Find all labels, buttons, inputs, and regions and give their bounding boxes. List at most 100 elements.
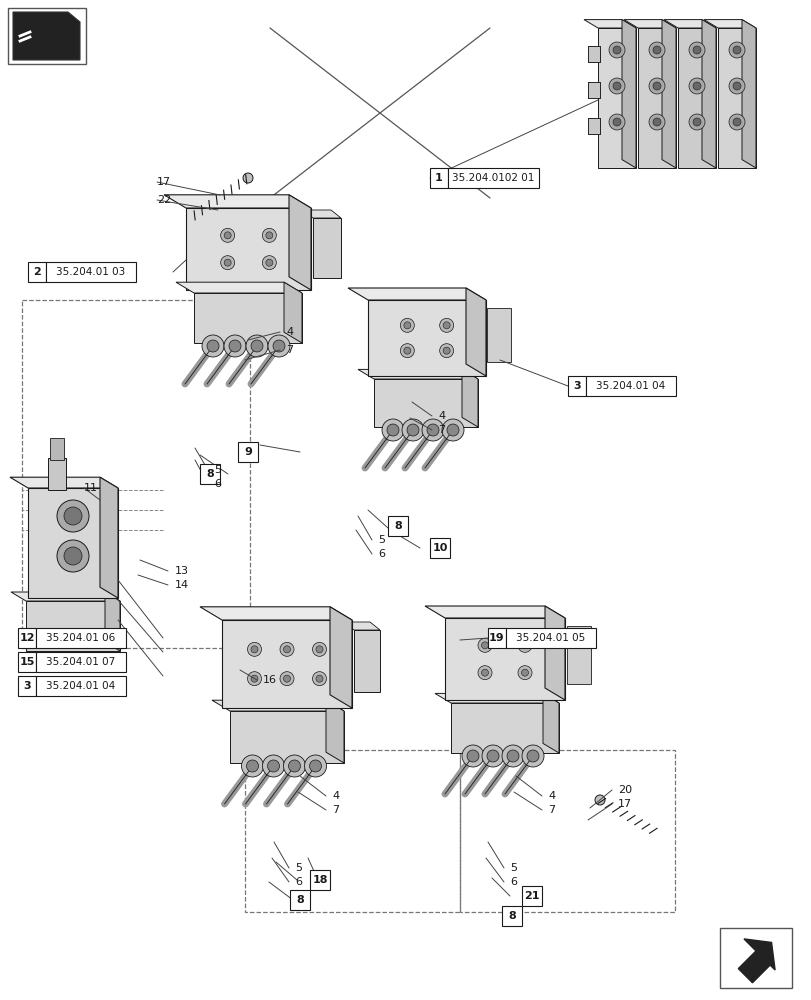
Circle shape xyxy=(387,424,398,436)
Polygon shape xyxy=(435,693,558,703)
Circle shape xyxy=(521,669,528,676)
Text: 8: 8 xyxy=(393,521,401,531)
Bar xyxy=(587,118,599,134)
Text: 16: 16 xyxy=(263,675,277,685)
Circle shape xyxy=(221,228,234,242)
Circle shape xyxy=(478,666,491,680)
Circle shape xyxy=(280,642,294,656)
Text: 17: 17 xyxy=(617,799,631,809)
Circle shape xyxy=(283,755,305,777)
Bar xyxy=(460,750,674,912)
Circle shape xyxy=(652,118,660,126)
Polygon shape xyxy=(348,288,486,300)
Polygon shape xyxy=(230,711,344,763)
Circle shape xyxy=(461,745,483,767)
Text: 20: 20 xyxy=(617,785,631,795)
Circle shape xyxy=(202,335,224,357)
Text: 5: 5 xyxy=(294,863,302,873)
Text: 7: 7 xyxy=(332,805,339,815)
Text: 2: 2 xyxy=(33,267,41,277)
Circle shape xyxy=(64,547,82,565)
Bar xyxy=(28,262,46,282)
Polygon shape xyxy=(737,939,775,983)
Circle shape xyxy=(608,42,624,58)
Circle shape xyxy=(443,347,449,354)
Circle shape xyxy=(728,78,744,94)
Circle shape xyxy=(422,419,444,441)
Text: 7: 7 xyxy=(437,425,444,435)
Bar xyxy=(587,46,599,62)
Text: 17: 17 xyxy=(157,177,171,187)
Circle shape xyxy=(251,675,258,682)
Circle shape xyxy=(439,318,453,332)
Text: 8: 8 xyxy=(508,911,515,921)
Circle shape xyxy=(262,755,284,777)
Bar xyxy=(501,906,521,926)
Polygon shape xyxy=(26,601,120,651)
Bar xyxy=(587,82,599,98)
Circle shape xyxy=(517,666,531,680)
Text: 22: 22 xyxy=(157,195,171,205)
Text: 3: 3 xyxy=(24,681,31,691)
Bar xyxy=(587,82,599,98)
Text: 4: 4 xyxy=(547,791,555,801)
Bar xyxy=(430,538,449,558)
Bar xyxy=(521,886,541,906)
Circle shape xyxy=(427,424,439,436)
Text: 7: 7 xyxy=(547,805,555,815)
Circle shape xyxy=(652,46,660,54)
Circle shape xyxy=(648,42,664,58)
Circle shape xyxy=(403,347,410,354)
Bar xyxy=(36,628,126,648)
Circle shape xyxy=(517,638,531,652)
Circle shape xyxy=(207,340,219,352)
Polygon shape xyxy=(28,488,118,598)
Polygon shape xyxy=(544,606,564,700)
Circle shape xyxy=(732,118,740,126)
Text: 4: 4 xyxy=(285,327,293,337)
Text: 10: 10 xyxy=(431,543,447,553)
Text: 35.204.01 04: 35.204.01 04 xyxy=(46,681,115,691)
Text: 35.204.0102 01: 35.204.0102 01 xyxy=(452,173,534,183)
Circle shape xyxy=(689,78,704,94)
Bar xyxy=(587,118,599,134)
Polygon shape xyxy=(661,20,676,168)
Text: 6: 6 xyxy=(294,877,302,887)
Bar xyxy=(290,890,310,910)
Text: 18: 18 xyxy=(312,875,328,885)
Bar xyxy=(430,168,448,188)
Text: 7: 7 xyxy=(285,345,293,355)
Polygon shape xyxy=(284,282,302,343)
Polygon shape xyxy=(176,282,302,293)
Bar xyxy=(354,630,380,692)
Circle shape xyxy=(265,232,272,239)
Bar xyxy=(8,8,86,64)
Circle shape xyxy=(612,82,620,90)
Circle shape xyxy=(728,42,744,58)
Text: 4: 4 xyxy=(437,411,444,421)
Polygon shape xyxy=(583,20,635,28)
Polygon shape xyxy=(303,210,341,218)
Bar xyxy=(36,676,126,696)
Circle shape xyxy=(64,507,82,525)
Circle shape xyxy=(478,638,491,652)
Bar xyxy=(568,376,586,396)
Circle shape xyxy=(262,228,276,242)
Text: 35.204.01 05: 35.204.01 05 xyxy=(516,633,585,643)
Bar xyxy=(200,464,220,484)
Text: 8: 8 xyxy=(206,469,213,479)
Polygon shape xyxy=(212,700,344,711)
Circle shape xyxy=(728,114,744,130)
Text: 15: 15 xyxy=(19,657,35,667)
Circle shape xyxy=(381,419,404,441)
Circle shape xyxy=(280,672,294,686)
Circle shape xyxy=(439,344,453,358)
Circle shape xyxy=(247,760,258,772)
Circle shape xyxy=(487,750,499,762)
Circle shape xyxy=(224,259,231,266)
Polygon shape xyxy=(703,20,755,28)
Text: 6: 6 xyxy=(378,549,384,559)
Circle shape xyxy=(224,232,231,239)
Polygon shape xyxy=(444,618,564,700)
Circle shape xyxy=(608,78,624,94)
